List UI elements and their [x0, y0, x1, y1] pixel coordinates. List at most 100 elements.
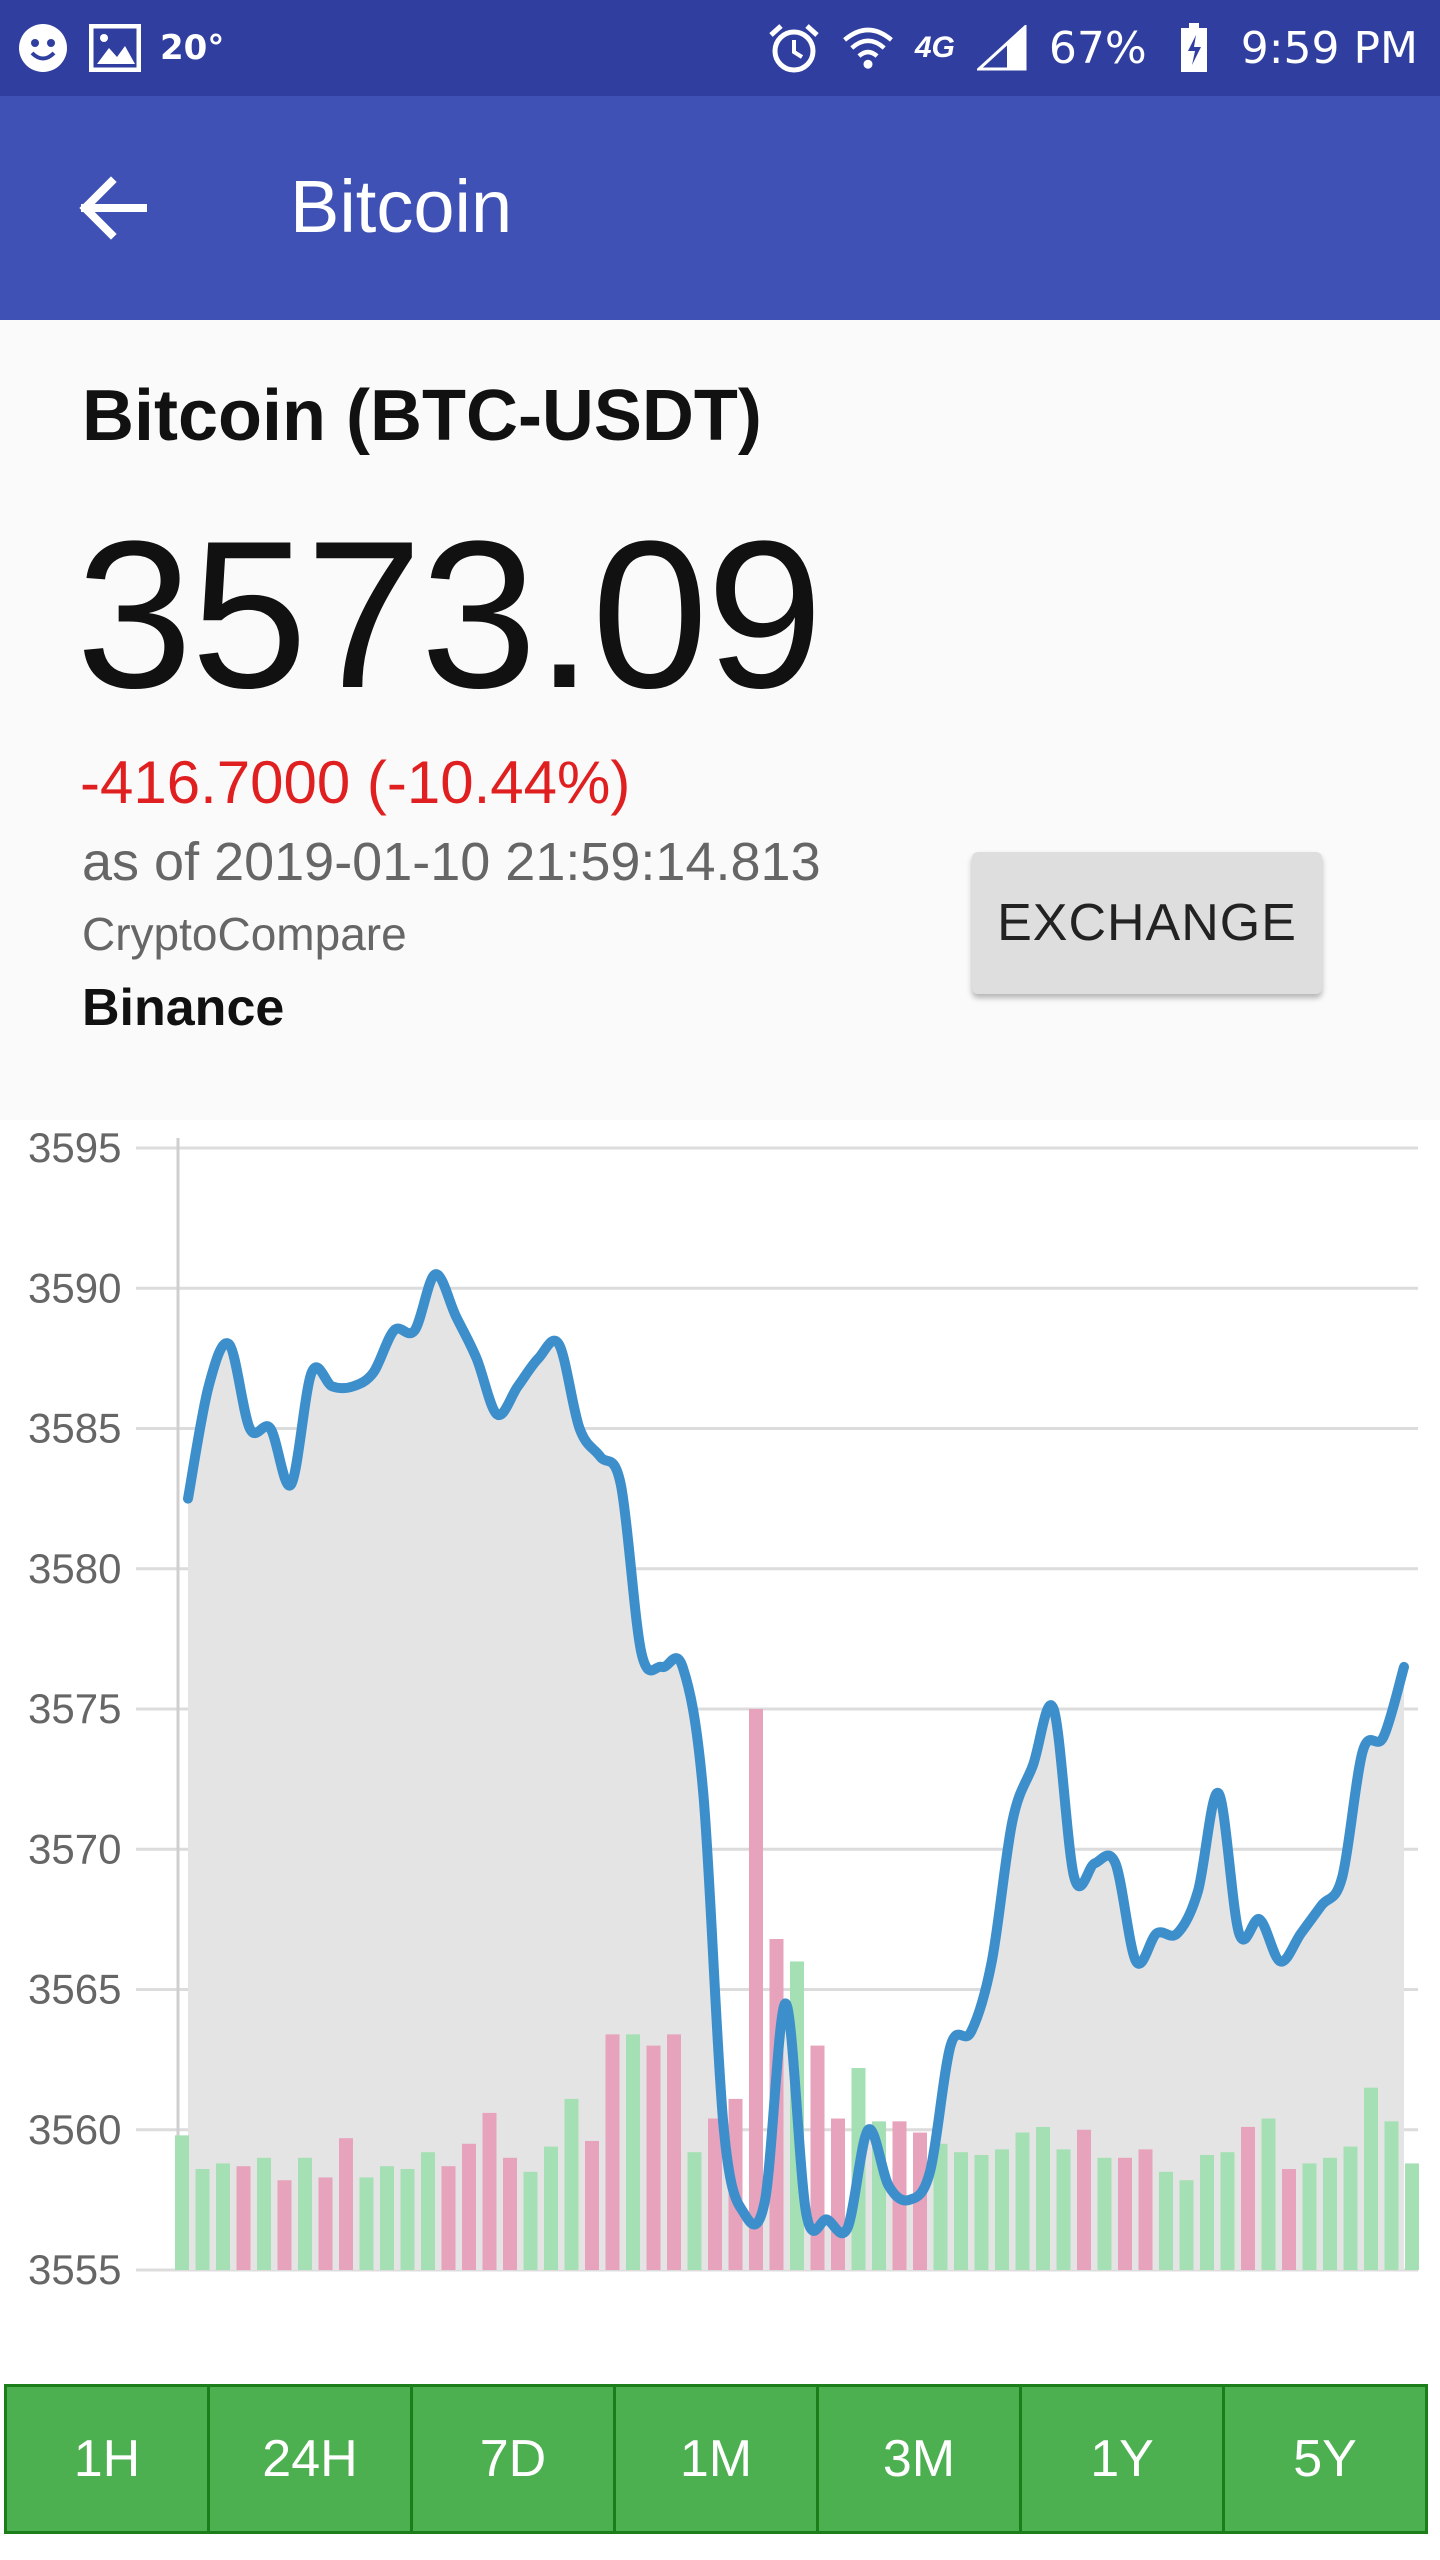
volume-bar — [1282, 2169, 1296, 2270]
y-tick-label: 3595 — [28, 1124, 121, 1171]
y-tick-label: 3575 — [28, 1685, 121, 1732]
volume-bar — [175, 2135, 189, 2270]
app-bar-title: Bitcoin — [290, 165, 513, 248]
volume-bar — [318, 2177, 333, 2270]
volume-bar — [749, 1709, 763, 2270]
volume-bar — [626, 2034, 640, 2270]
volume-bar — [605, 2034, 620, 2270]
volume-bar — [1200, 2154, 1214, 2270]
price-change: -416.7000 (-10.44%) — [80, 749, 631, 816]
volume-bar — [687, 2152, 702, 2270]
clock-time: 9:59 PM — [1240, 22, 1418, 74]
volume-bar — [1015, 2132, 1030, 2270]
volume-bar — [544, 2146, 558, 2270]
quote-info-panel: Bitcoin (BTC-USDT) 3573.09 -416.7000 (-1… — [0, 320, 1440, 1120]
volume-bar — [216, 2163, 230, 2270]
exchange-button[interactable]: EXCHANGE — [972, 852, 1322, 994]
volume-bar — [1118, 2157, 1132, 2270]
volume-bar — [585, 2140, 599, 2270]
volume-bar — [933, 2143, 948, 2270]
volume-bar — [462, 2143, 476, 2270]
price-area — [188, 1274, 1404, 2270]
price-chart[interactable]: 3595 3590 3585 3580 3575 3570 3565 3560 3555 — [0, 1120, 1440, 2360]
volume-bar — [1159, 2171, 1173, 2270]
volume-bar — [564, 2098, 579, 2270]
volume-bar — [257, 2157, 271, 2270]
app-bar: Bitcoin — [0, 96, 1440, 320]
volume-bar — [359, 2177, 374, 2270]
status-bar: 20° 4G 67% 9:59 PM — [0, 0, 1440, 96]
battery-percent: 67% — [1048, 22, 1147, 74]
as-of-timestamp: as of 2019-01-10 21:59:14.813 — [82, 832, 821, 892]
y-tick-label: 3585 — [28, 1405, 121, 1452]
y-tick-label: 3555 — [28, 2246, 121, 2293]
volume-bar — [1261, 2118, 1276, 2270]
volume-bar — [1241, 2126, 1255, 2270]
temperature-text: 20° — [160, 28, 225, 68]
volume-bar — [913, 2132, 927, 2270]
range-7d-button[interactable]: 7D — [413, 2387, 616, 2531]
volume-bar — [1323, 2157, 1337, 2270]
volume-bar — [380, 2166, 394, 2270]
volume-bar — [1077, 2129, 1091, 2270]
4g-lte-icon: 4G — [914, 31, 955, 64]
range-1y-button[interactable]: 1Y — [1022, 2387, 1225, 2531]
back-button[interactable] — [62, 158, 162, 258]
volume-bar — [995, 2149, 1009, 2270]
y-tick-label: 3590 — [28, 1264, 121, 1311]
volume-bar — [974, 2154, 989, 2270]
volume-bar — [1364, 2087, 1378, 2270]
volume-bar — [646, 2045, 661, 2270]
volume-bar — [195, 2169, 210, 2270]
range-24h-button[interactable]: 24H — [210, 2387, 413, 2531]
volume-bar — [400, 2169, 415, 2270]
volume-bar — [1302, 2163, 1317, 2270]
range-1h-button[interactable]: 1H — [7, 2387, 210, 2531]
volume-bar — [1384, 2121, 1399, 2270]
exchange-name: Binance — [82, 979, 285, 1037]
volume-bar — [277, 2180, 292, 2270]
coin-name: Bitcoin (BTC-USDT) — [82, 376, 762, 456]
volume-bar — [236, 2166, 251, 2270]
data-source: CryptoCompare — [82, 908, 407, 960]
volume-bar — [667, 2034, 681, 2270]
volume-bar — [810, 2045, 825, 2270]
volume-bar — [441, 2166, 456, 2270]
y-tick-label: 3560 — [28, 2106, 121, 2153]
volume-bar — [339, 2138, 353, 2270]
price-line — [183, 1269, 1409, 2239]
arrow-left-icon — [79, 176, 147, 240]
range-selector: 1H 24H 7D 1M 3M 1Y 5Y — [4, 2384, 1428, 2534]
alarm-icon — [767, 21, 821, 75]
volume-bar — [523, 2171, 538, 2270]
volume-bar — [482, 2112, 497, 2270]
volume-bar — [1056, 2149, 1071, 2270]
volume-bar — [1405, 2163, 1419, 2270]
y-tick-label: 3570 — [28, 1825, 121, 1872]
volume-bar — [954, 2152, 968, 2270]
range-5y-button[interactable]: 5Y — [1225, 2387, 1425, 2531]
volume-bar — [1179, 2180, 1194, 2270]
price-chart-svg: 3595 3590 3585 3580 3575 3570 3565 3560 3555 — [28, 1124, 1419, 2293]
volume-bar — [1343, 2146, 1358, 2270]
signal-icon — [975, 21, 1029, 75]
smiley-icon — [16, 21, 70, 75]
image-icon — [88, 21, 142, 75]
volume-bar — [1220, 2152, 1235, 2270]
range-3m-button[interactable]: 3M — [819, 2387, 1022, 2531]
status-bar-left: 20° — [16, 0, 224, 96]
current-price: 3573.09 — [76, 497, 823, 732]
y-tick-label: 3565 — [28, 1966, 121, 2013]
volume-bar — [1036, 2126, 1050, 2270]
range-1m-button[interactable]: 1M — [616, 2387, 819, 2531]
volume-bar — [1138, 2149, 1153, 2270]
battery-charging-icon — [1167, 21, 1221, 75]
wifi-icon — [841, 21, 895, 75]
volume-bar — [831, 2118, 845, 2270]
status-bar-right: 4G 67% 9:59 PM — [767, 0, 1418, 96]
y-tick-label: 3580 — [28, 1545, 121, 1592]
volume-bar — [708, 2118, 722, 2270]
volume-bar — [1097, 2157, 1112, 2270]
volume-bar — [298, 2157, 312, 2270]
volume-bar — [503, 2157, 517, 2270]
